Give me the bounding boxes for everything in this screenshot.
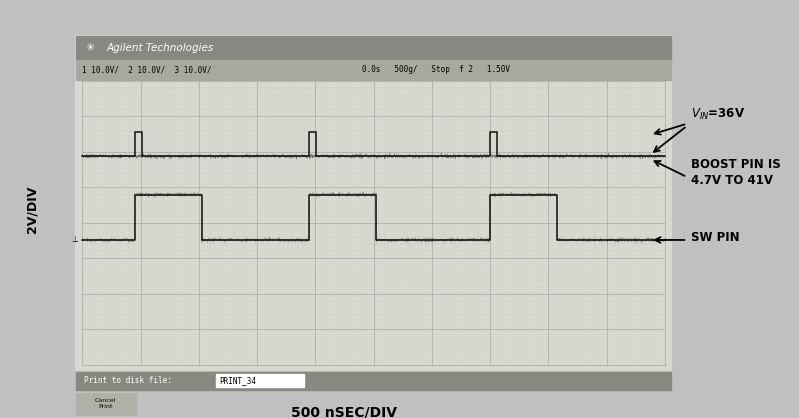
- Bar: [76, 36, 671, 370]
- Bar: [76, 36, 671, 60]
- Text: Agilent Technologies: Agilent Technologies: [106, 43, 213, 53]
- Bar: [76, 372, 671, 390]
- Text: $V_{IN}$=36V: $V_{IN}$=36V: [691, 107, 745, 122]
- Bar: [76, 393, 136, 415]
- Text: BOOST PIN IS
4.7V TO 41V: BOOST PIN IS 4.7V TO 41V: [691, 158, 781, 187]
- Text: PRINT_34: PRINT_34: [220, 376, 256, 385]
- Text: ✳: ✳: [85, 43, 95, 53]
- Bar: [76, 60, 671, 80]
- Text: Cancel
Print: Cancel Print: [95, 398, 116, 409]
- Text: 1 10.0V/  2 10.0V/  3 10.0V/: 1 10.0V/ 2 10.0V/ 3 10.0V/: [82, 65, 212, 74]
- Text: ⊥: ⊥: [72, 235, 78, 245]
- Bar: [216, 374, 304, 387]
- Text: 500 nSEC/DIV: 500 nSEC/DIV: [291, 405, 397, 418]
- Text: SW PIN: SW PIN: [691, 232, 740, 245]
- Text: 2V/DIV: 2V/DIV: [26, 186, 38, 233]
- Text: 0.0s   500g/   Stop  f 2   1.50V: 0.0s 500g/ Stop f 2 1.50V: [362, 65, 510, 74]
- Text: Print to disk file:: Print to disk file:: [84, 376, 172, 385]
